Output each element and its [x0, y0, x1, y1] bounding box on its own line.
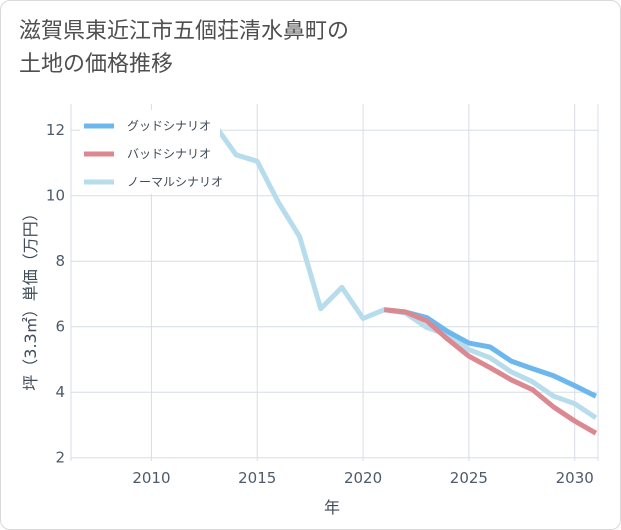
y-tick-label: 4 [55, 383, 65, 401]
x-tick-label: 2010 [132, 469, 170, 487]
chart-title: 滋賀県東近江市五個荘清水鼻町の 土地の価格推移 [19, 15, 349, 81]
legend-label-good: グッドシナリオ [127, 119, 211, 133]
y-axis-title: 坪（3.3㎡）単価（万円） [21, 205, 40, 390]
x-tick-label: 2015 [238, 469, 276, 487]
y-tick-label: 12 [46, 121, 65, 139]
series-line-bad [383, 307, 598, 436]
y-tick-label: 10 [46, 187, 65, 205]
x-tick-label: 2030 [556, 469, 594, 487]
x-tick-label: 2020 [344, 469, 382, 487]
legend-label-bad: バッドシナリオ [127, 147, 211, 161]
legend-label-normal: ノーマルシナリオ [127, 175, 223, 189]
y-tick-label: 8 [55, 252, 65, 270]
y-tick-label: 2 [55, 449, 65, 467]
y-tick-label: 6 [55, 318, 65, 336]
x-axis-title: 年 [324, 498, 340, 517]
x-tick-label: 2025 [450, 469, 488, 487]
chart-title-line-1: 滋賀県東近江市五個荘清水鼻町の [19, 19, 350, 44]
axis-tick-labels: 2 4 6 8 10 12 2010 2015 2020 2025 2030 [46, 121, 594, 487]
chart-title-line-2: 土地の価格推移 [19, 52, 174, 77]
